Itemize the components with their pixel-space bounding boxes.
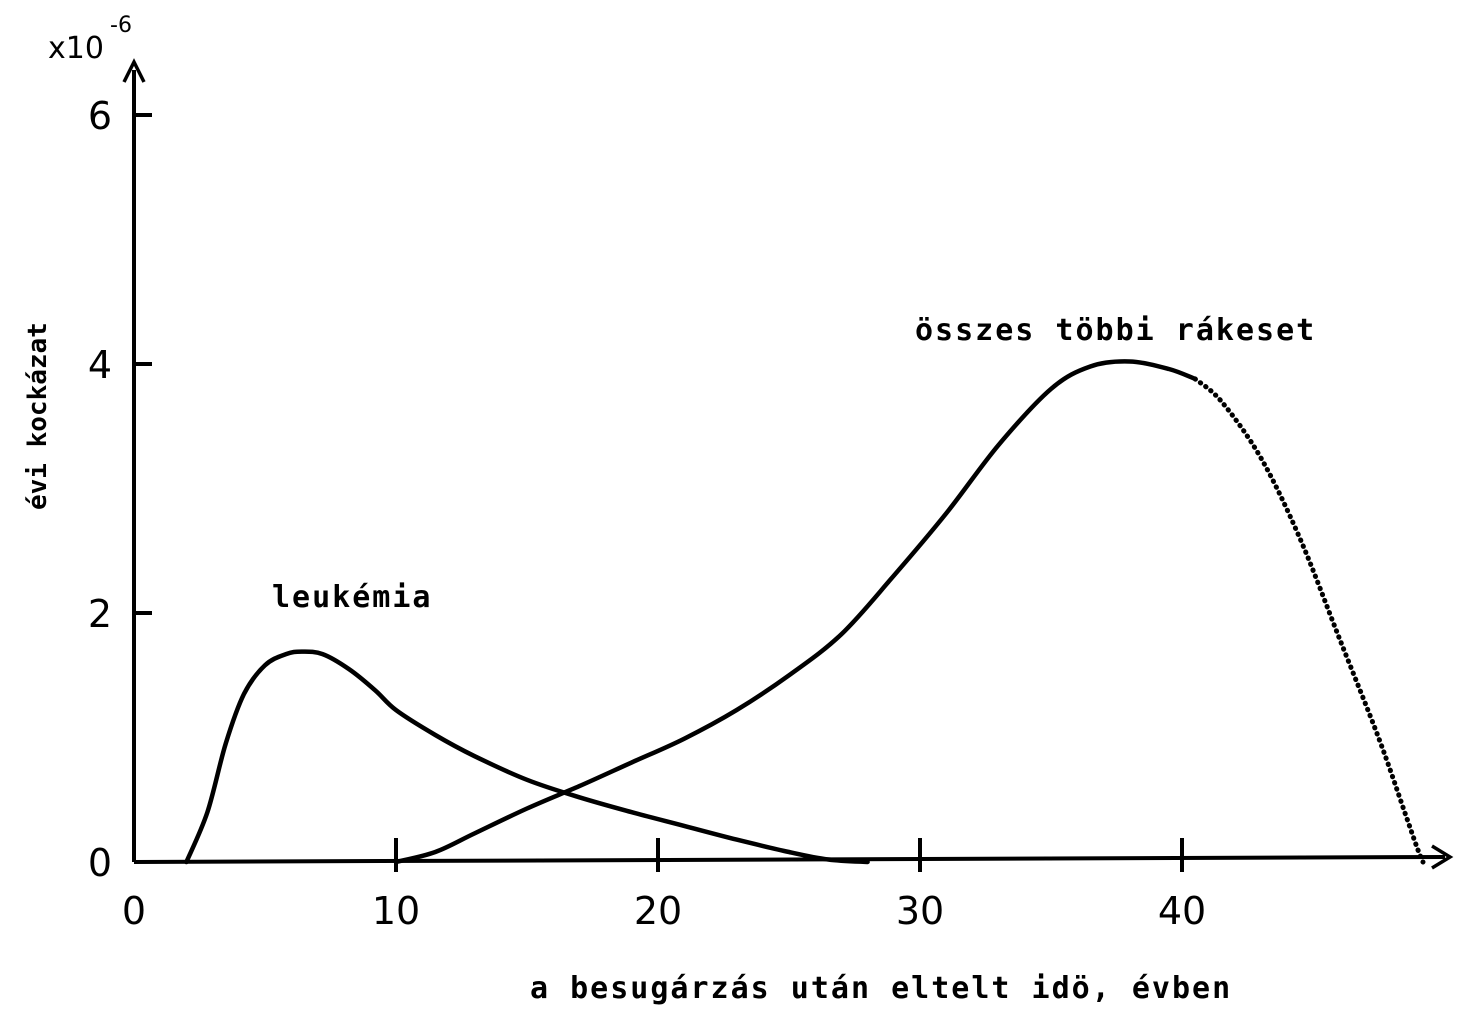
x-axis-title: a besugárzás után eltelt idö, évben — [530, 971, 1232, 1006]
y-tick-label: 0 — [88, 841, 112, 885]
series-line-dotted-2 — [1192, 376, 1426, 865]
y-multiplier: x10 — [48, 31, 104, 66]
axes — [122, 58, 1454, 870]
series-line-1 — [393, 359, 1198, 865]
x-tick-label: 20 — [634, 889, 682, 933]
y-ticks: 0 2 4 6 — [88, 94, 152, 885]
x-tick-label: 30 — [896, 889, 944, 933]
x-axis-line — [133, 855, 1446, 864]
y-tick-label: 4 — [88, 343, 112, 387]
y-axis-title: évi kockázat — [23, 322, 53, 510]
x-axis-arrow — [1431, 844, 1454, 870]
x-tick-label: 40 — [1158, 889, 1206, 933]
series-label-leukemia: leukémia — [272, 580, 433, 615]
x-tick-label: 0 — [122, 889, 146, 933]
y-multiplier-exponent: -6 — [110, 13, 132, 38]
x-tick-label: 10 — [372, 889, 420, 933]
series-label-other-cancers: összes többi rákeset — [915, 313, 1316, 348]
series-line-0 — [184, 649, 870, 865]
y-axis-arrow — [122, 58, 146, 83]
x-ticks: 0 10 20 30 40 — [122, 838, 1206, 933]
series-lines — [184, 359, 1426, 865]
y-tick-label: 2 — [88, 592, 112, 636]
y-tick-label: 6 — [88, 94, 112, 138]
